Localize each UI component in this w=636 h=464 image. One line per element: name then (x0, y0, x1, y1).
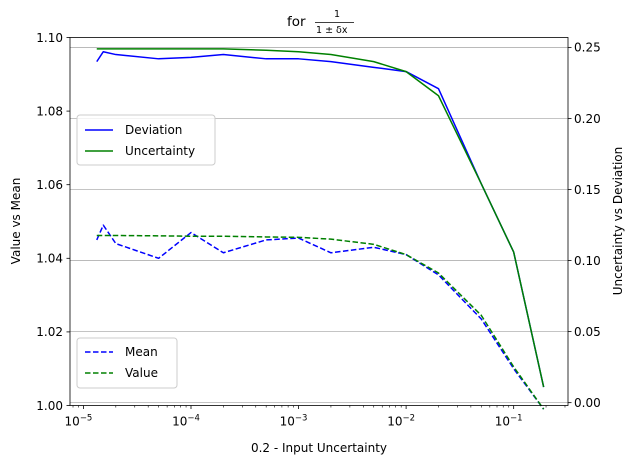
y-right-tick-label-0: 0.00 (574, 396, 601, 410)
y-axis-right-label: Uncertainty vs Deviation (611, 147, 625, 296)
legend-label-value: Value (125, 366, 158, 380)
legend-box (76, 337, 178, 389)
legend-label-deviation: Deviation (125, 123, 182, 137)
y-left-tick-label-3: 1.06 (36, 178, 63, 192)
grid-lines (70, 47, 568, 404)
y-left-tick-label-2: 1.04 (36, 252, 63, 266)
y-axis-left-label: Value vs Mean (9, 178, 23, 265)
legend-box (76, 114, 216, 166)
y-left-tick-label-0: 1.00 (36, 399, 63, 413)
x-tick-base-2: 10 (280, 415, 295, 429)
x-tick-base-1: 10 (172, 415, 187, 429)
chart-title-prefix: for (287, 14, 306, 30)
y-right-tick-label-2: 0.10 (574, 254, 601, 268)
x-tick-exponent-2: −3 (295, 414, 308, 424)
legend-label-mean: Mean (125, 345, 158, 359)
x-tick-base-4: 10 (495, 415, 510, 429)
series-layer (96, 48, 545, 410)
chart-title-numerator: 1 (334, 9, 340, 20)
legend-deviation-uncertainty: Deviation Uncertainty (76, 114, 216, 166)
x-tick-label-1: 10−4 (172, 414, 200, 429)
series-line-uncertainty (96, 48, 545, 388)
x-tick-exponent-1: −4 (187, 414, 200, 424)
chart-title: for 1 1 ± δx (287, 5, 348, 36)
x-axis-label: 0.2 - Input Uncertainty (251, 441, 387, 455)
y-right-tick-label-4: 0.20 (574, 112, 601, 126)
plot-frame (69, 37, 569, 406)
y-right-tick-label-5: 0.25 (574, 41, 601, 55)
y-right-tick-label-1: 0.05 (574, 325, 601, 339)
x-tick-exponent-3: −2 (402, 414, 415, 424)
y-axis-right: 0.00 0.05 0.10 0.15 0.20 0.25 (568, 41, 601, 410)
legend-mean-value: Mean Value (76, 337, 178, 389)
x-tick-exponent-0: −5 (80, 414, 93, 424)
x-tick-base-3: 10 (387, 415, 402, 429)
y-left-tick-label-4: 1.08 (36, 104, 63, 118)
series-line-value (96, 234, 545, 410)
y-right-tick-label-3: 0.15 (574, 183, 601, 197)
y-axis-left: 1.00 1.02 1.04 1.06 1.08 1.10 (36, 31, 70, 413)
x-tick-base-0: 10 (65, 415, 80, 429)
legend-label-uncertainty: Uncertainty (125, 144, 195, 158)
y-left-tick-label-5: 1.10 (36, 31, 63, 45)
x-tick-exponent-4: −1 (510, 414, 523, 424)
x-tick-label-0: 10−5 (65, 414, 93, 429)
chart-title-denominator: 1 ± δx (316, 25, 348, 36)
x-tick-label-4: 10−1 (495, 414, 523, 429)
y-left-tick-label-1: 1.02 (36, 325, 63, 339)
x-tick-label-3: 10−2 (387, 414, 415, 429)
x-axis: 10−5 10−4 10−3 10−2 10−1 (65, 405, 566, 429)
x-tick-label-2: 10−3 (280, 414, 308, 429)
series-line-deviation (96, 50, 545, 388)
